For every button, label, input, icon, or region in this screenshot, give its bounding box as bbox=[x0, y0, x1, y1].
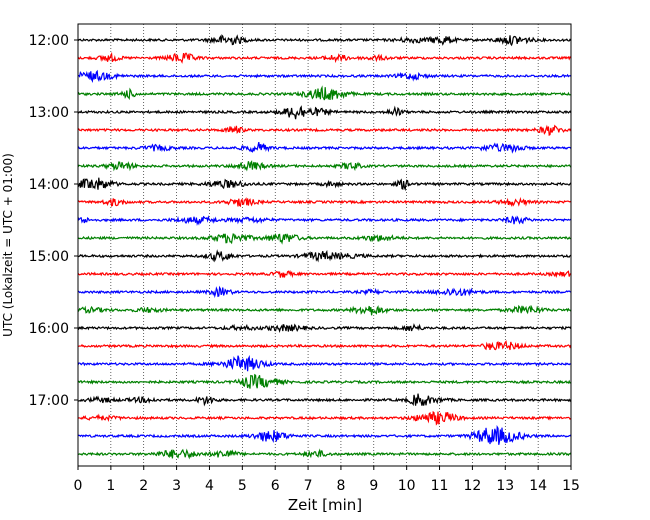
x-tick-label: 2 bbox=[139, 478, 148, 494]
trace-line bbox=[77, 177, 572, 192]
x-tick-label: 10 bbox=[398, 478, 416, 494]
x-tick-label: 12 bbox=[463, 478, 481, 494]
trace-line bbox=[77, 196, 572, 208]
y-tick-label: 12:00 bbox=[29, 33, 69, 49]
trace-line bbox=[77, 340, 572, 351]
x-tick-label: 7 bbox=[304, 478, 313, 494]
trace-line bbox=[77, 410, 572, 426]
x-tick-label: 14 bbox=[529, 478, 547, 494]
x-tick-label: 8 bbox=[336, 478, 345, 494]
x-tick-label: 6 bbox=[271, 478, 280, 494]
trace-line bbox=[77, 232, 571, 245]
x-tick-label: 11 bbox=[431, 478, 449, 494]
y-tick-label: 13:00 bbox=[29, 105, 69, 121]
x-tick-label: 1 bbox=[106, 478, 115, 494]
y-tick-label: 16:00 bbox=[29, 321, 69, 337]
x-tick-label: 15 bbox=[562, 478, 580, 494]
trace-line bbox=[77, 269, 572, 279]
trace-line bbox=[77, 393, 572, 407]
trace-line bbox=[77, 85, 571, 101]
trace-line bbox=[77, 249, 572, 263]
x-tick-label: 4 bbox=[205, 478, 214, 494]
trace-line bbox=[77, 105, 572, 120]
trace-line bbox=[77, 424, 572, 445]
y-tick-label: 17:00 bbox=[29, 393, 69, 409]
seismic-traces bbox=[77, 34, 572, 460]
y-tick-label: 15:00 bbox=[29, 249, 69, 265]
y-axis: 12:00 13:00 14:00 15:00 16:00 17:00 bbox=[29, 33, 78, 409]
x-axis-label: Zeit [min] bbox=[288, 496, 362, 514]
trace-line bbox=[77, 373, 572, 389]
trace-line bbox=[77, 354, 572, 372]
x-axis: 0 1 2 3 4 5 6 7 8 9 10 11 12 13 14 15 bbox=[74, 466, 580, 494]
trace-line bbox=[77, 160, 572, 172]
plot-frame bbox=[77, 23, 572, 467]
trace-line bbox=[77, 323, 572, 333]
x-tick-label: 5 bbox=[238, 478, 247, 494]
trace-line bbox=[77, 448, 572, 460]
y-axis-label: UTC (Lokalzeit = UTC + 01:00) bbox=[1, 153, 15, 337]
y-tick-label: 14:00 bbox=[29, 177, 69, 193]
x-tick-label: 9 bbox=[369, 478, 378, 494]
x-tick-label: 0 bbox=[74, 478, 83, 494]
x-tick-label: 3 bbox=[172, 478, 181, 494]
trace-line bbox=[77, 124, 572, 136]
trace-line bbox=[77, 215, 572, 226]
trace-line bbox=[77, 304, 572, 316]
x-tick-label: 13 bbox=[496, 478, 514, 494]
trace-line bbox=[77, 69, 572, 83]
trace-line bbox=[77, 51, 572, 64]
trace-line bbox=[77, 142, 572, 154]
trace-line bbox=[77, 34, 572, 47]
trace-line bbox=[77, 285, 572, 299]
